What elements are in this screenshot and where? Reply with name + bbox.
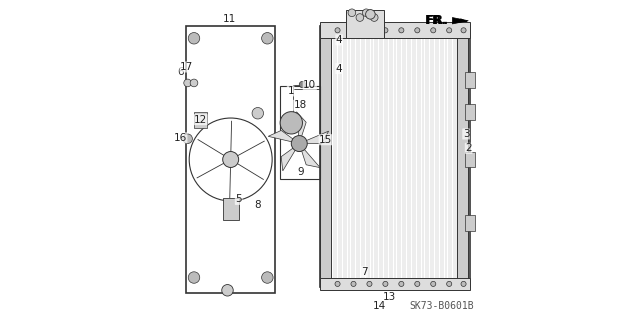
Circle shape bbox=[431, 281, 436, 286]
Polygon shape bbox=[223, 198, 239, 220]
Polygon shape bbox=[281, 147, 296, 171]
Text: 7: 7 bbox=[361, 267, 367, 277]
Circle shape bbox=[188, 33, 200, 44]
Circle shape bbox=[183, 134, 193, 144]
Circle shape bbox=[415, 281, 420, 286]
Text: 8: 8 bbox=[255, 200, 261, 210]
Text: 6: 6 bbox=[177, 67, 184, 78]
Text: 17: 17 bbox=[180, 62, 193, 72]
Text: 10: 10 bbox=[303, 79, 316, 90]
Text: 13: 13 bbox=[383, 292, 396, 302]
Text: 2: 2 bbox=[465, 143, 472, 153]
Circle shape bbox=[190, 79, 198, 87]
Polygon shape bbox=[296, 112, 306, 137]
Polygon shape bbox=[320, 38, 331, 281]
Polygon shape bbox=[194, 112, 207, 128]
Polygon shape bbox=[346, 10, 384, 38]
Circle shape bbox=[383, 28, 388, 33]
Polygon shape bbox=[320, 278, 470, 290]
Polygon shape bbox=[305, 131, 329, 144]
Circle shape bbox=[447, 28, 452, 33]
Circle shape bbox=[415, 28, 420, 33]
Circle shape bbox=[367, 28, 372, 33]
Circle shape bbox=[221, 285, 233, 296]
Text: 15: 15 bbox=[319, 135, 332, 145]
Circle shape bbox=[461, 281, 466, 286]
Circle shape bbox=[461, 28, 466, 33]
Circle shape bbox=[399, 28, 404, 33]
Circle shape bbox=[262, 33, 273, 44]
Text: 14: 14 bbox=[372, 300, 386, 311]
Circle shape bbox=[252, 108, 264, 119]
Circle shape bbox=[362, 9, 370, 17]
Text: FR.: FR. bbox=[425, 14, 447, 26]
Polygon shape bbox=[268, 130, 294, 142]
Text: 4: 4 bbox=[336, 63, 342, 74]
Polygon shape bbox=[465, 104, 475, 120]
Polygon shape bbox=[465, 152, 475, 167]
Circle shape bbox=[348, 9, 356, 17]
Text: SK73-B0601B: SK73-B0601B bbox=[409, 301, 474, 311]
Circle shape bbox=[291, 136, 307, 152]
Circle shape bbox=[431, 28, 436, 33]
Polygon shape bbox=[457, 38, 468, 281]
Circle shape bbox=[356, 14, 364, 21]
Text: 9: 9 bbox=[297, 167, 303, 177]
Circle shape bbox=[351, 28, 356, 33]
Circle shape bbox=[262, 272, 273, 283]
Polygon shape bbox=[452, 18, 468, 24]
Circle shape bbox=[335, 28, 340, 33]
Circle shape bbox=[223, 152, 239, 167]
Circle shape bbox=[280, 112, 303, 134]
Circle shape bbox=[383, 281, 388, 286]
Text: 16: 16 bbox=[173, 133, 187, 143]
Polygon shape bbox=[301, 148, 320, 168]
Circle shape bbox=[365, 10, 375, 19]
Circle shape bbox=[335, 281, 340, 286]
Text: 4: 4 bbox=[336, 35, 342, 45]
Text: 12: 12 bbox=[194, 115, 207, 125]
Circle shape bbox=[188, 272, 200, 283]
Circle shape bbox=[367, 281, 372, 286]
Circle shape bbox=[399, 281, 404, 286]
Text: 11: 11 bbox=[223, 14, 236, 24]
Text: 3: 3 bbox=[463, 129, 469, 139]
Text: 1: 1 bbox=[287, 86, 294, 96]
Text: 5: 5 bbox=[236, 194, 242, 204]
Polygon shape bbox=[465, 215, 475, 231]
Circle shape bbox=[447, 281, 452, 286]
Circle shape bbox=[300, 81, 306, 88]
Text: 18: 18 bbox=[294, 100, 307, 110]
Circle shape bbox=[351, 281, 356, 286]
Text: FR.: FR. bbox=[426, 14, 449, 27]
Polygon shape bbox=[465, 72, 475, 88]
Circle shape bbox=[371, 14, 378, 21]
Circle shape bbox=[184, 79, 191, 87]
Polygon shape bbox=[320, 22, 470, 38]
